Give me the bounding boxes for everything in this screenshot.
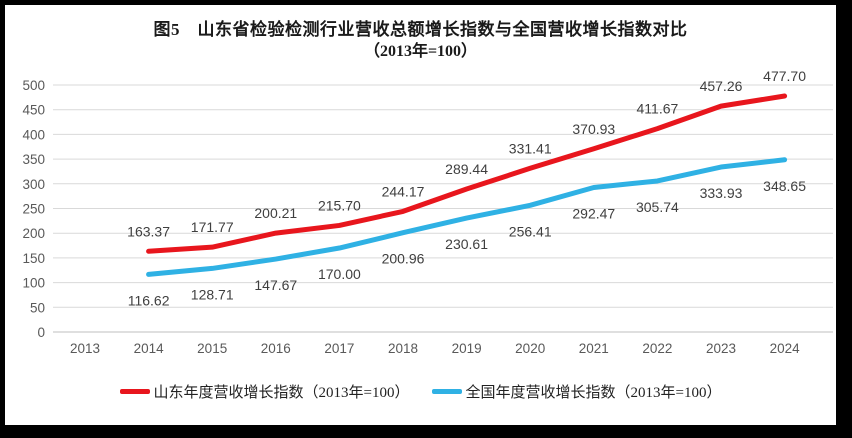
x-tick-label: 2024 bbox=[770, 341, 801, 356]
legend-label-national: 全国年度营收增长指数（2013年=100） bbox=[465, 385, 722, 401]
y-tick-label: 100 bbox=[22, 276, 45, 291]
data-label-shandong: 200.21 bbox=[254, 205, 297, 221]
data-label-shandong: 370.93 bbox=[572, 121, 615, 137]
data-label-national: 200.96 bbox=[382, 251, 425, 267]
chart-canvas: 图5 山东省检验检测行业营收总额增长指数与全国营收增长指数对比 （2013年=1… bbox=[5, 5, 836, 425]
x-tick-label: 2018 bbox=[388, 341, 418, 356]
y-tick-label: 300 bbox=[22, 177, 45, 192]
data-label-shandong: 163.37 bbox=[127, 223, 170, 239]
data-label-national: 147.67 bbox=[254, 277, 297, 293]
data-label-shandong: 244.17 bbox=[382, 183, 425, 199]
data-label-national: 348.65 bbox=[763, 178, 806, 194]
plot-area-wrap: 0 50 100 150 200 250 300 350 400 450 500 2013 2014 20… bbox=[5, 68, 836, 369]
x-tick-label: 2016 bbox=[261, 341, 291, 356]
legend-line-swatch-national bbox=[431, 389, 462, 394]
data-label-national: 116.62 bbox=[128, 292, 170, 308]
y-tick-label: 150 bbox=[22, 251, 45, 266]
data-label-shandong: 477.70 bbox=[763, 69, 806, 84]
data-label-shandong: 457.26 bbox=[700, 78, 743, 94]
legend-item-national: 全国年度营收增长指数（2013年=100） bbox=[431, 381, 722, 402]
y-tick-label: 250 bbox=[22, 202, 45, 217]
data-label-shandong: 289.44 bbox=[445, 161, 488, 177]
data-label-national: 128.71 bbox=[191, 286, 234, 302]
x-tick-label: 2017 bbox=[324, 341, 354, 356]
x-tick-label: 2013 bbox=[70, 341, 100, 356]
data-label-national: 292.47 bbox=[572, 206, 615, 222]
x-tick-label: 2015 bbox=[197, 341, 227, 356]
legend-item-shandong: 山东年度营收增长指数（2013年=100） bbox=[119, 381, 410, 402]
data-label-shandong: 331.41 bbox=[509, 140, 552, 156]
data-label-national: 230.61 bbox=[445, 236, 488, 252]
series-line-national bbox=[146, 157, 788, 277]
data-label-national: 305.74 bbox=[636, 199, 679, 215]
y-tick-label: 450 bbox=[22, 103, 45, 118]
legend: 山东年度营收增长指数（2013年=100） 全国年度营收增长指数（2013年=1… bbox=[5, 381, 836, 402]
chart-title: 图5 山东省检验检测行业营收总额增长指数与全国营收增长指数对比 （2013年=1… bbox=[5, 5, 836, 62]
y-tick-label: 500 bbox=[22, 78, 45, 93]
x-tick-label: 2022 bbox=[642, 341, 672, 356]
series-line-shandong bbox=[146, 93, 788, 254]
legend-label-shandong: 山东年度营收增长指数（2013年=100） bbox=[153, 385, 410, 401]
data-label-shandong: 215.70 bbox=[318, 197, 361, 213]
x-tick-label: 2021 bbox=[579, 341, 609, 356]
y-tick-label: 200 bbox=[22, 226, 45, 241]
legend-line-swatch-shandong bbox=[119, 389, 150, 394]
line-chart: 0 50 100 150 200 250 300 350 400 450 500 2013 2014 20… bbox=[22, 68, 833, 356]
data-label-national: 170.00 bbox=[318, 266, 361, 282]
data-label-national: 256.41 bbox=[509, 223, 552, 239]
y-tick-label: 0 bbox=[37, 325, 45, 340]
x-tick-label: 2014 bbox=[134, 341, 165, 356]
y-tick-label: 400 bbox=[22, 127, 45, 142]
y-tick-label: 50 bbox=[30, 300, 45, 315]
data-label-national: 333.93 bbox=[700, 185, 743, 201]
data-label-shandong: 171.77 bbox=[191, 219, 234, 235]
x-tick-label: 2023 bbox=[706, 341, 736, 356]
chart-title-line1: 图5 山东省检验检测行业营收总额增长指数与全国营收增长指数对比 bbox=[153, 20, 688, 39]
chart-title-line2: （2013年=100） bbox=[363, 43, 478, 60]
y-tick-label: 350 bbox=[22, 152, 45, 167]
data-label-shandong: 411.67 bbox=[637, 101, 679, 117]
x-tick-label: 2019 bbox=[452, 341, 482, 356]
x-tick-label: 2020 bbox=[515, 341, 545, 356]
